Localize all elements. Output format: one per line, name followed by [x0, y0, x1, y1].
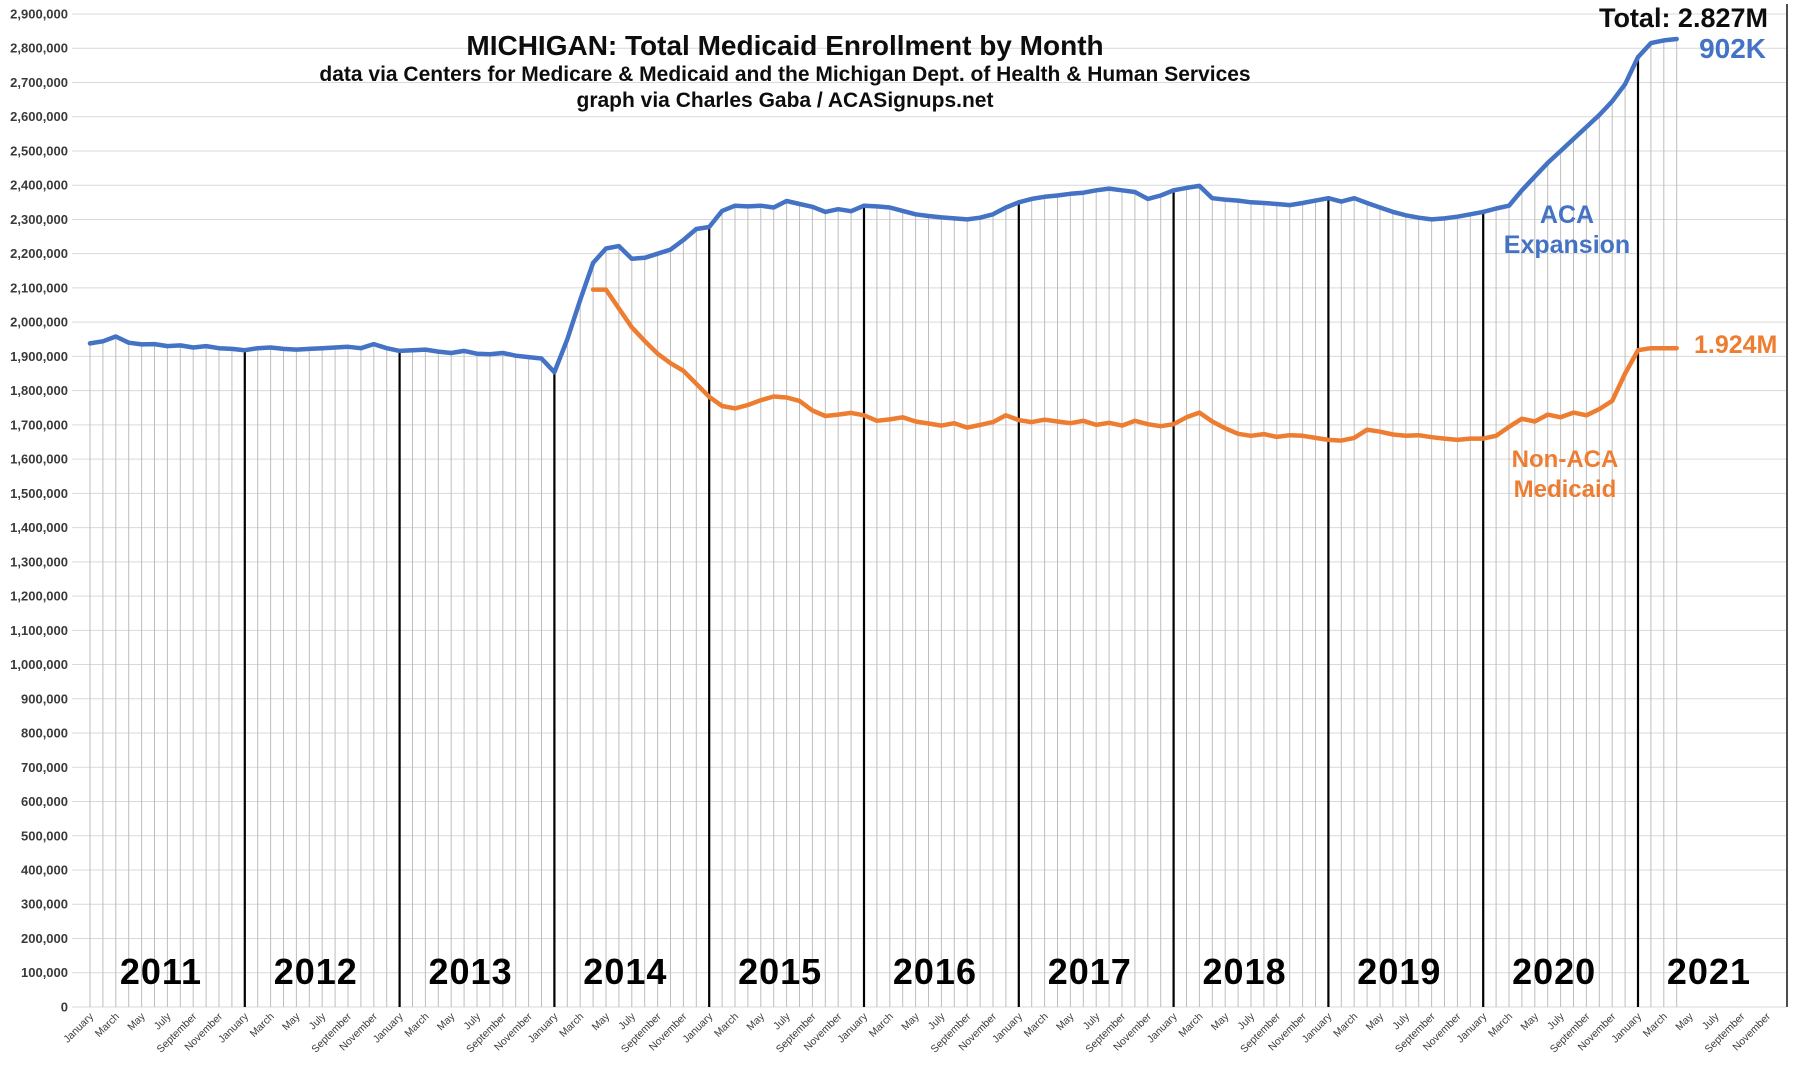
month-tick-label: March [1331, 1011, 1360, 1040]
y-axis-tick-label: 2,100,000 [10, 280, 68, 295]
year-label: 2016 [893, 951, 977, 992]
y-axis-tick-label: 1,000,000 [10, 657, 68, 672]
aca-expansion-series-label-line1: ACA [1540, 201, 1594, 229]
year-label: 2013 [429, 951, 513, 992]
year-label: 2021 [1667, 951, 1751, 992]
chart-subtitle-source: data via Centers for Medicare & Medicaid… [319, 63, 1250, 86]
y-axis-tick-label: 1,500,000 [10, 486, 68, 501]
y-axis-tick-label: 300,000 [21, 897, 68, 912]
aca-expansion-value-label: 902K [1699, 33, 1766, 64]
y-axis-tick-label: 2,600,000 [10, 109, 68, 124]
month-tick-label: July [152, 1010, 174, 1032]
y-axis-tick-label: 200,000 [21, 931, 68, 946]
y-axis-tick-label: 2,300,000 [10, 212, 68, 227]
month-tick-label: May [280, 1010, 303, 1033]
y-axis-tick-label: 600,000 [21, 794, 68, 809]
month-tick-label: May [899, 1010, 922, 1033]
y-axis-tick-label: 2,200,000 [10, 246, 68, 261]
total-value-label: Total: 2.827M [1599, 3, 1768, 33]
month-tick-label: July [1545, 1010, 1567, 1032]
month-tick-label: March [867, 1011, 896, 1040]
total-medicaid-line [87, 36, 1679, 375]
month-tick-label: July [1235, 1010, 1257, 1032]
month-tick-label: May [125, 1010, 148, 1033]
month-tick-label: March [1486, 1011, 1515, 1040]
y-axis-tick-label: 100,000 [21, 965, 68, 980]
y-axis-tick-label: 800,000 [21, 726, 68, 741]
month-tick-label: January [61, 1010, 96, 1045]
chart-subtitle-credit: graph via Charles Gaba / ACASignups.net [577, 89, 994, 112]
year-label: 2014 [583, 951, 667, 992]
y-axis-tick-label: 2,000,000 [10, 315, 68, 330]
non-aca-medicaid-line [590, 287, 1679, 443]
horizontal-gridlines [72, 13, 1787, 1008]
month-droplines [89, 38, 1678, 1007]
year-label: 2019 [1357, 951, 1441, 992]
month-tick-label: July [771, 1010, 793, 1032]
y-axis-tick-label: 0 [61, 999, 68, 1014]
month-tick-label: March [1022, 1011, 1051, 1040]
month-tick-label: July [461, 1010, 483, 1032]
year-label: 2017 [1048, 951, 1132, 992]
month-tick-label: March [248, 1011, 277, 1040]
month-tick-label: March [712, 1011, 741, 1040]
month-tick-label: May [1364, 1010, 1387, 1033]
month-tick-label: July [616, 1010, 638, 1032]
month-tick-label: July [926, 1010, 948, 1032]
y-axis-tick-label: 2,400,000 [10, 178, 68, 193]
year-separator-lines [243, 4, 1788, 1007]
month-tick-label: March [1641, 1011, 1670, 1040]
year-label: 2018 [1203, 951, 1287, 992]
month-tick-label: March [557, 1011, 586, 1040]
aca-expansion-series-label-line2: Expansion [1504, 231, 1630, 259]
non-aca-value-label: 1.924M [1694, 331, 1777, 359]
y-axis-labels: 0 100,000 200,000 300,000 400,000 500,000 600,… [10, 7, 68, 1015]
non-aca-series-label-line2: Medicaid [1514, 476, 1617, 503]
month-tick-label: July [1390, 1010, 1412, 1032]
month-tick-label: May [590, 1010, 613, 1033]
y-axis-tick-label: 1,300,000 [10, 554, 68, 569]
y-axis-tick-label: 1,400,000 [10, 520, 68, 535]
month-tick-label: May [744, 1010, 767, 1033]
year-label: 2015 [738, 951, 822, 992]
month-tick-label: March [402, 1011, 431, 1040]
month-tick-label: May [1054, 1010, 1077, 1033]
y-axis-tick-label: 900,000 [21, 691, 68, 706]
month-tick-label: July [1081, 1010, 1103, 1032]
y-axis-tick-label: 2,500,000 [10, 143, 68, 158]
y-axis-tick-label: 2,900,000 [10, 7, 68, 22]
y-axis-tick-label: 400,000 [21, 863, 68, 878]
month-tick-label: May [1209, 1010, 1232, 1033]
y-axis-tick-label: 700,000 [21, 760, 68, 775]
data-series-lines [87, 36, 1679, 443]
y-axis-tick-label: 1,200,000 [10, 589, 68, 604]
y-axis-tick-label: 500,000 [21, 828, 68, 843]
y-axis-tick-label: 1,600,000 [10, 452, 68, 467]
y-axis-tick-label: 1,800,000 [10, 383, 68, 398]
month-tick-label: March [93, 1011, 122, 1040]
year-label: 2011 [120, 951, 202, 992]
y-axis-tick-label: 2,800,000 [10, 41, 68, 56]
y-axis-tick-label: 2,700,000 [10, 75, 68, 90]
y-axis-tick-label: 1,100,000 [10, 623, 68, 638]
chart-title: MICHIGAN: Total Medicaid Enrollment by M… [466, 30, 1103, 61]
y-axis-tick-label: 1,900,000 [10, 349, 68, 364]
x-axis-year-labels: 2011 2012 2013 2014 2015 2016 2017 2018 2019 2020… [120, 951, 1751, 992]
month-tick-label: July [1700, 1010, 1722, 1032]
month-tick-label: May [1518, 1010, 1541, 1033]
year-label: 2012 [274, 951, 358, 992]
month-tick-label: March [1176, 1011, 1205, 1040]
year-label: 2020 [1512, 951, 1596, 992]
y-axis-tick-label: 1,700,000 [10, 417, 68, 432]
month-tick-label: July [307, 1010, 329, 1032]
month-tick-label: May [435, 1010, 458, 1033]
month-tick-label: May [1673, 1010, 1696, 1033]
non-aca-series-label-line1: Non-ACA [1512, 446, 1619, 473]
